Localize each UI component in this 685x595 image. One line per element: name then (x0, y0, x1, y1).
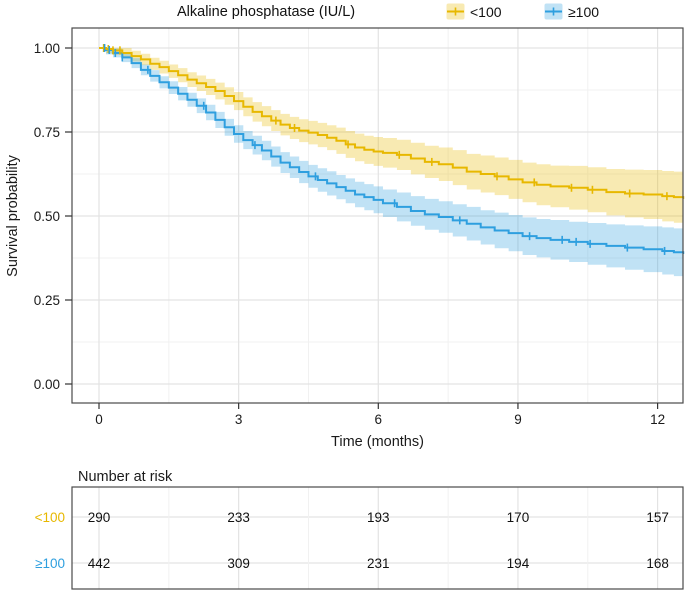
survival-curve-key-icon (544, 3, 563, 20)
grid (72, 28, 683, 403)
risk-count: 193 (367, 510, 390, 525)
survival-curve-key-icon (446, 3, 465, 20)
x-axis-title: Time (months) (331, 434, 424, 450)
risk-row-label: <100 (35, 510, 65, 525)
risk-table-title: Number at risk (78, 469, 173, 485)
km-plot-canvas: 0 3 6 9 12 0.00 0.25 0.50 0.75 1.00 Time (months) S… (5, 27, 685, 450)
risk-count: 170 (507, 510, 530, 525)
y-tick-label: 0.50 (34, 209, 60, 224)
x-tick-label: 3 (235, 412, 243, 427)
y-tick-label: 0.00 (34, 377, 60, 392)
risk-count: 194 (507, 556, 530, 571)
y-axis-title: Survival probability (5, 154, 21, 276)
x-tick-label: 0 (95, 412, 103, 427)
y-tick-label: 1.00 (34, 41, 60, 56)
confidence-band-ge100 (99, 48, 684, 278)
censor-marks-lt100 (102, 44, 668, 201)
survival-curve-lt100 (99, 47, 685, 199)
risk-count: 442 (88, 556, 111, 571)
confidence-band-lt100 (99, 48, 684, 224)
legend-title: Alkaline phosphatase (IU/L) (177, 4, 356, 20)
risk-table-grid (72, 487, 683, 589)
x-tick-label: 6 (375, 412, 383, 427)
risk-count: 290 (88, 510, 111, 525)
legend: Alkaline phosphatase (IU/L) <100 ≥100 (0, 0, 685, 26)
risk-row-label: ≥100 (35, 556, 65, 571)
risk-count: 168 (646, 556, 669, 571)
axes: 0 3 6 9 12 0.00 0.25 0.50 0.75 1.00 Time (months) S… (5, 41, 665, 450)
legend-item-ge100: ≥100 (544, 3, 599, 20)
y-tick-label: 0.75 (34, 125, 60, 140)
x-tick-label: 12 (650, 412, 665, 427)
legend-label-ge100: ≥100 (568, 3, 600, 20)
risk-table-canvas: Number at risk <100 290 233 193 170 157 ≥100 442… (35, 469, 684, 590)
risk-panel-border (71, 486, 684, 590)
risk-count: 157 (646, 510, 669, 525)
survival-curve-ge100 (99, 47, 685, 254)
x-tick-label: 9 (514, 412, 522, 427)
legend-label-lt100: <100 (470, 3, 502, 20)
y-tick-label: 0.25 (34, 293, 60, 308)
legend-item-lt100: <100 (446, 3, 502, 20)
censor-marks-ge100 (103, 44, 666, 255)
risk-count: 233 (227, 510, 250, 525)
risk-count: 231 (367, 556, 390, 571)
risk-count: 309 (227, 556, 250, 571)
